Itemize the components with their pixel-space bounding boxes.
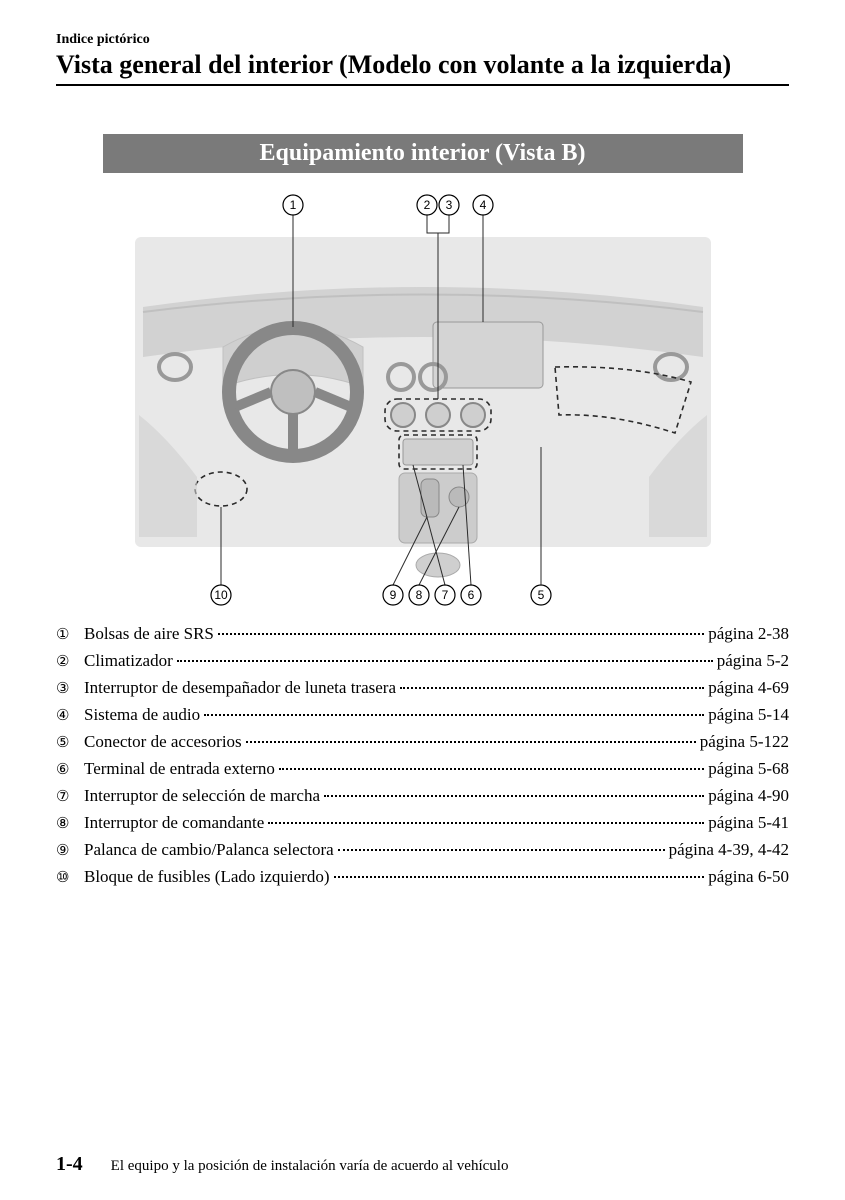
index-marker: ⑤	[56, 735, 84, 750]
index-marker: ⑧	[56, 816, 84, 831]
footer-note: El equipo y la posición de instalación v…	[111, 1158, 509, 1175]
svg-text:7: 7	[441, 588, 448, 602]
index-marker: ③	[56, 681, 84, 696]
index-leader	[204, 714, 704, 716]
index-item: ②Climatizador página 5-2	[56, 652, 789, 669]
index-page-ref: página 5-2	[717, 652, 789, 669]
index-label: Bloque de fusibles (Lado izquierdo)	[84, 868, 330, 885]
index-marker: ④	[56, 708, 84, 723]
index-marker: ①	[56, 627, 84, 642]
breadcrumb: Indice pictórico	[56, 32, 789, 48]
svg-text:1: 1	[289, 198, 296, 212]
index-marker: ②	[56, 654, 84, 669]
index-item: ⑦Interruptor de selección de marcha pági…	[56, 787, 789, 804]
svg-text:3: 3	[445, 198, 452, 212]
index-marker: ⑩	[56, 870, 84, 885]
index-label: Sistema de audio	[84, 706, 200, 723]
index-page-ref: página 5-122	[700, 733, 789, 750]
index-label: Climatizador	[84, 652, 173, 669]
index-marker: ⑦	[56, 789, 84, 804]
footer-page-number: 1-4	[56, 1153, 83, 1176]
index-label: Interruptor de selección de marcha	[84, 787, 320, 804]
svg-text:10: 10	[214, 588, 228, 602]
index-label: Interruptor de desempañador de luneta tr…	[84, 679, 396, 696]
title-rule	[56, 84, 789, 86]
index-item: ③Interruptor de desempañador de luneta t…	[56, 679, 789, 696]
index-page-ref: página 4-90	[708, 787, 789, 804]
index-label: Interruptor de comandante	[84, 814, 264, 831]
svg-text:8: 8	[415, 588, 422, 602]
index-list: ①Bolsas de aire SRS página 2-38 ②Climatiz…	[56, 625, 789, 885]
index-page-ref: página 5-68	[708, 760, 789, 777]
index-marker: ⑨	[56, 843, 84, 858]
svg-text:2: 2	[423, 198, 430, 212]
index-leader	[177, 660, 713, 662]
index-item: ⑥Terminal de entrada externo página 5-68	[56, 760, 789, 777]
index-page-ref: página 4-69	[708, 679, 789, 696]
index-marker: ⑥	[56, 762, 84, 777]
index-leader	[246, 741, 696, 743]
index-item: ⑧Interruptor de comandante página 5-41	[56, 814, 789, 831]
index-leader	[334, 876, 705, 878]
index-leader	[279, 768, 704, 770]
index-page-ref: página 4-39, 4-42	[669, 841, 789, 858]
index-leader	[268, 822, 704, 824]
index-label: Palanca de cambio/Palanca selectora	[84, 841, 334, 858]
page-title: Vista general del interior (Modelo con v…	[56, 50, 789, 80]
index-leader	[400, 687, 704, 689]
svg-text:9: 9	[389, 588, 396, 602]
svg-text:5: 5	[537, 588, 544, 602]
index-item: ⑩Bloque de fusibles (Lado izquierdo) pág…	[56, 868, 789, 885]
interior-diagram: 1 2 3 4 10 9 8 7 6 5	[103, 177, 743, 617]
index-item: ⑤Conector de accesorios página 5-122	[56, 733, 789, 750]
index-page-ref: página 5-41	[708, 814, 789, 831]
index-leader	[218, 633, 704, 635]
index-leader	[324, 795, 704, 797]
section-banner: Equipamiento interior (Vista B)	[103, 134, 743, 173]
svg-text:4: 4	[479, 198, 486, 212]
index-label: Conector de accesorios	[84, 733, 242, 750]
index-item: ⑨Palanca de cambio/Palanca selectora pág…	[56, 841, 789, 858]
svg-text:6: 6	[467, 588, 474, 602]
index-item: ④Sistema de audio página 5-14	[56, 706, 789, 723]
index-leader	[338, 849, 665, 851]
index-item: ①Bolsas de aire SRS página 2-38	[56, 625, 789, 642]
index-label: Terminal de entrada externo	[84, 760, 275, 777]
index-page-ref: página 2-38	[708, 625, 789, 642]
index-label: Bolsas de aire SRS	[84, 625, 214, 642]
page-footer: 1-4 El equipo y la posición de instalaci…	[56, 1153, 789, 1176]
index-page-ref: página 6-50	[708, 868, 789, 885]
index-page-ref: página 5-14	[708, 706, 789, 723]
